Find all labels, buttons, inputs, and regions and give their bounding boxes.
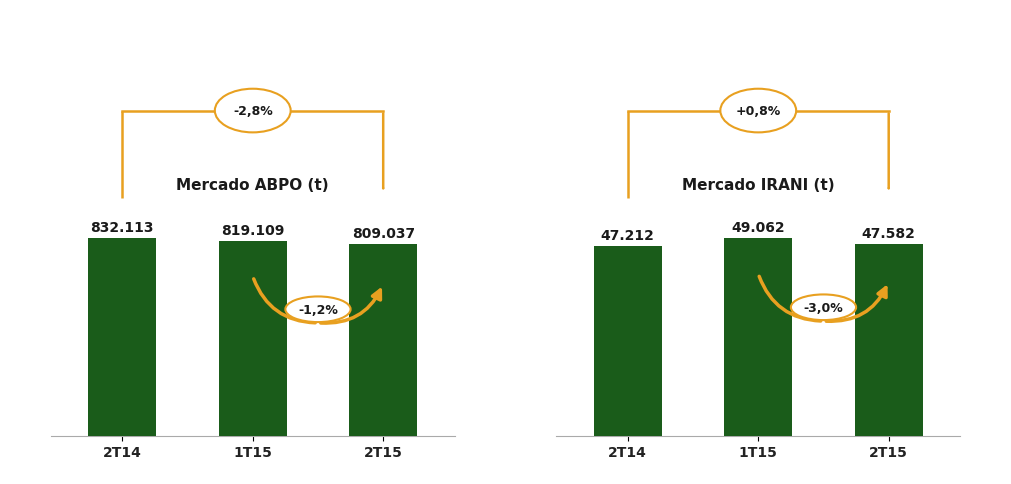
Ellipse shape xyxy=(791,295,856,320)
Text: 809.037: 809.037 xyxy=(352,226,415,240)
Text: 49.062: 49.062 xyxy=(731,221,786,235)
Text: 47.212: 47.212 xyxy=(601,228,655,242)
Bar xyxy=(724,239,793,436)
Text: 832.113: 832.113 xyxy=(91,221,154,235)
Text: -3,0%: -3,0% xyxy=(804,301,843,314)
Text: +0,8%: +0,8% xyxy=(736,105,780,118)
Title: Mercado IRANI (t): Mercado IRANI (t) xyxy=(682,178,834,193)
Title: Mercado ABPO (t): Mercado ABPO (t) xyxy=(177,178,329,193)
Text: -1,2%: -1,2% xyxy=(298,303,338,316)
Bar xyxy=(593,246,662,436)
Bar xyxy=(88,239,157,436)
Text: -2,8%: -2,8% xyxy=(233,105,273,118)
Bar xyxy=(349,244,418,436)
Bar xyxy=(854,244,923,436)
Ellipse shape xyxy=(285,297,351,322)
Text: 47.582: 47.582 xyxy=(861,227,916,241)
Text: 819.109: 819.109 xyxy=(221,224,284,238)
Bar xyxy=(218,242,287,436)
